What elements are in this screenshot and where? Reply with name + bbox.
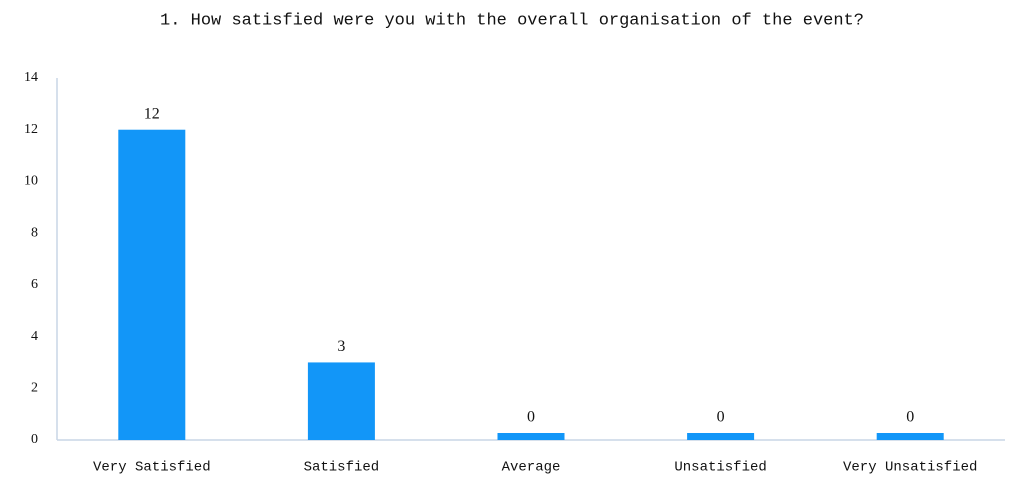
value-label: 3 [337, 338, 345, 355]
chart-title: 1. How satisfied were you with the overa… [160, 11, 864, 30]
x-tick-label: Average [502, 460, 561, 476]
y-tick-label: 8 [31, 225, 38, 240]
bar [497, 433, 565, 440]
y-tick-label: 2 [31, 381, 38, 396]
y-tick-label: 6 [31, 277, 38, 292]
x-tick-label: Satisfied [304, 460, 380, 476]
value-label: 12 [144, 105, 160, 122]
value-label: 0 [527, 409, 535, 426]
value-label: 0 [906, 409, 914, 426]
bar [118, 129, 186, 440]
bar [687, 433, 755, 440]
y-tick-label: 12 [24, 122, 38, 137]
x-tick-label: Very Satisfied [93, 460, 211, 476]
y-tick-label: 0 [31, 432, 38, 447]
x-tick-label: Unsatisfied [674, 460, 766, 476]
y-tick-label: 4 [31, 329, 38, 344]
value-label: 0 [717, 409, 725, 426]
y-tick-label: 14 [24, 70, 38, 85]
y-tick-label: 10 [24, 174, 38, 189]
bar [876, 433, 944, 440]
x-tick-label: Very Unsatisfied [843, 460, 977, 476]
bar [307, 362, 375, 440]
